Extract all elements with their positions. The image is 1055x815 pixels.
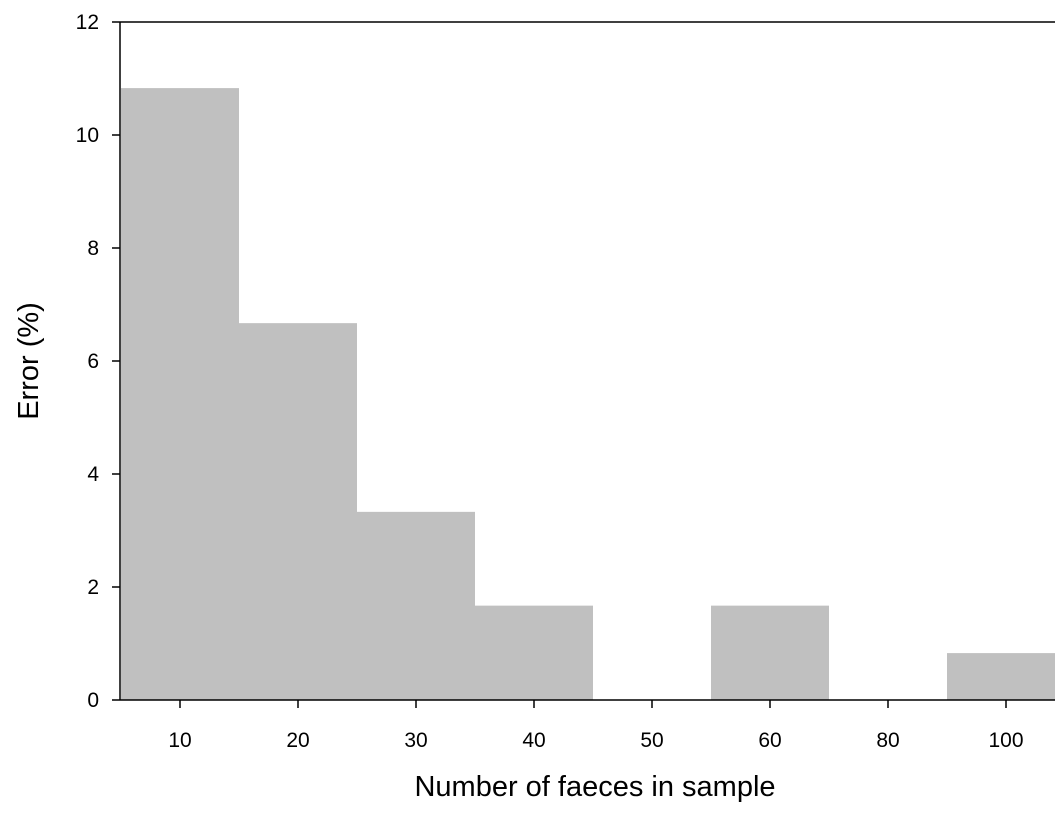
y-tick-label: 4 [87, 463, 99, 486]
y-tick-label: 10 [76, 124, 99, 147]
y-tick-label: 2 [87, 576, 99, 599]
x-tick-label: 100 [988, 729, 1023, 752]
x-tick-label: 60 [758, 729, 781, 752]
bar-20 [239, 323, 357, 700]
y-ticks-group: 0 2 4 6 8 10 12 [76, 11, 120, 712]
y-tick-label: 8 [87, 237, 99, 260]
bar-10 [121, 88, 239, 701]
x-tick-label: 20 [286, 729, 309, 752]
y-tick-label: 12 [76, 11, 99, 34]
x-tick-label: 50 [640, 729, 663, 752]
y-tick-label: 0 [87, 689, 99, 712]
bar-40 [475, 605, 593, 700]
y-axis-title: Error (%) [13, 302, 45, 420]
x-ticks-group: 10 20 30 40 50 60 80 100 [168, 700, 1024, 752]
y-tick-label: 6 [87, 350, 99, 373]
x-tick-label: 40 [522, 729, 545, 752]
x-axis-title: Number of faeces in sample [414, 771, 775, 803]
bar-100 [947, 653, 1055, 700]
x-tick-label: 80 [876, 729, 899, 752]
bars-group [121, 88, 1055, 701]
x-tick-label: 10 [168, 729, 191, 752]
bar-60 [711, 605, 829, 700]
bar-30 [357, 511, 475, 700]
x-tick-label: 30 [404, 729, 427, 752]
